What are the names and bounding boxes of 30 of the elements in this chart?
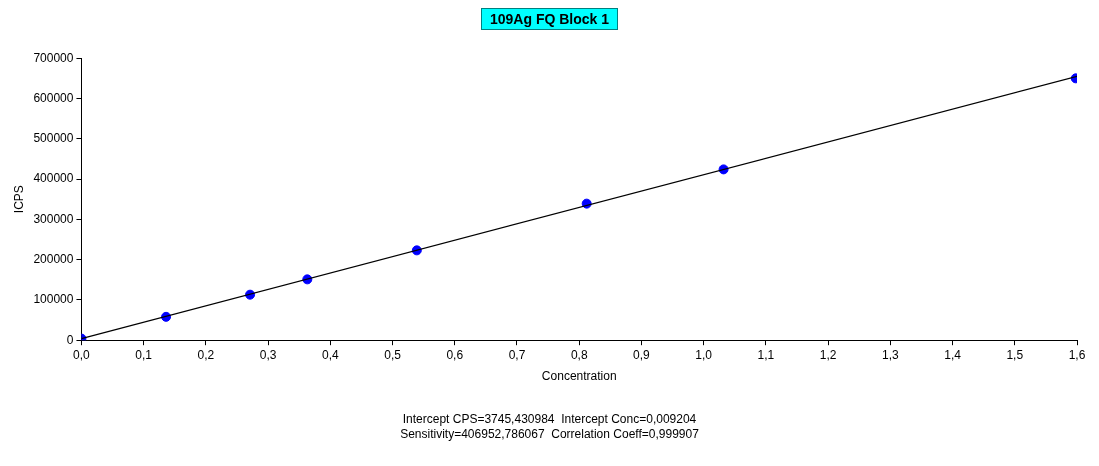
x-tick-label: 1,3 — [881, 347, 899, 362]
x-tick-label: 1,5 — [1006, 347, 1024, 362]
x-tick-label: 0,6 — [446, 347, 464, 362]
y-tick-label: 500000 — [33, 131, 74, 146]
x-tick-label: 1,6 — [1068, 347, 1086, 362]
text: Intercept CPS=3745,430984 Intercept Conc=0,009204 — [401, 412, 698, 427]
x-tick-label: 0,2 — [197, 347, 215, 362]
x-tick-label: 0,9 — [633, 347, 651, 362]
y-tick-label: 100000 — [33, 292, 74, 307]
x-tick-label: 0,4 — [321, 347, 339, 362]
y-axis-title: ICPS — [11, 185, 26, 214]
x-tick-label: 0,8 — [570, 347, 588, 362]
y-tick-label: 0 — [66, 332, 74, 347]
x-tick-label: 0,0 — [73, 347, 91, 362]
y-tick-label: 400000 — [33, 171, 74, 186]
chart-title: 109Ag FQ Block 1 — [480, 8, 619, 30]
y-tick-label: 600000 — [33, 90, 74, 105]
y-tick-label: 700000 — [33, 50, 74, 65]
x-tick-label: 0,3 — [259, 347, 277, 362]
x-tick-label: 0,1 — [135, 347, 153, 362]
y-tick-label: 300000 — [33, 211, 74, 226]
x-axis-title: Concentration — [541, 369, 617, 384]
x-tick-label: 1,1 — [757, 347, 775, 362]
y-tick-label: 200000 — [33, 251, 74, 266]
x-tick-label: 1,2 — [819, 347, 837, 362]
text: Sensitivity=406952,786067 Correlation Coeff=0,999907 — [399, 427, 700, 442]
x-tick-label: 1,4 — [944, 347, 962, 362]
x-tick-label: 1,0 — [695, 347, 713, 362]
x-tick-label: 0,5 — [384, 347, 402, 362]
x-tick-label: 0,7 — [508, 347, 526, 362]
